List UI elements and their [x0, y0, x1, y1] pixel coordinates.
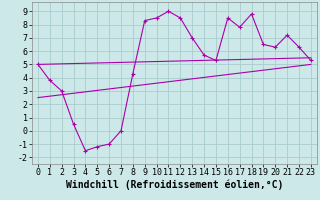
X-axis label: Windchill (Refroidissement éolien,°C): Windchill (Refroidissement éolien,°C)	[66, 180, 283, 190]
